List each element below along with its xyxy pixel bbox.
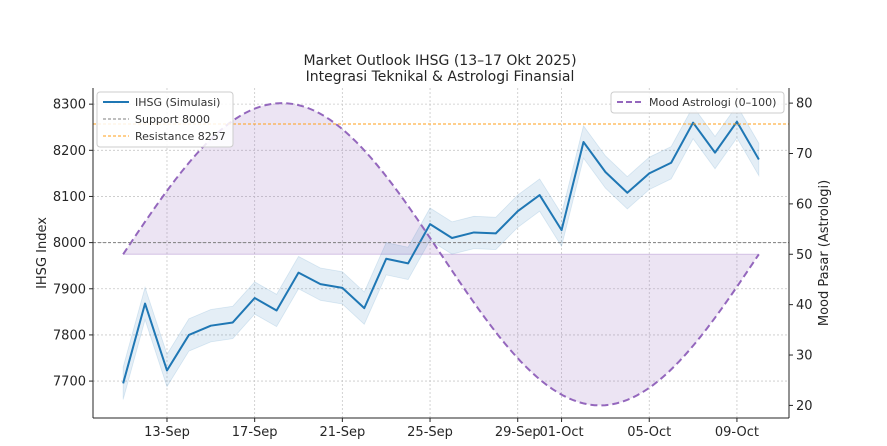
y-left-tick-label-5: 8200 [53, 144, 86, 159]
ihsg-point-16 [473, 232, 475, 234]
legend-ihsg-label: IHSG (Simulasi) [135, 96, 220, 109]
chart-title: Market Outlook IHSG (13–17 Okt 2025) [303, 53, 576, 69]
ihsg-point-21 [583, 141, 585, 143]
y-right-tick-label-6: 80 [796, 97, 813, 112]
legend-left-box [96, 91, 234, 148]
ihsg-point-4 [210, 325, 212, 327]
legend-mood-label: Mood Astrologi (0–100) [649, 96, 776, 109]
ihsg-confidence-band [122, 104, 760, 400]
ihsg-line [122, 120, 760, 384]
ihsg-point-6 [254, 297, 256, 299]
ihsg-point-29 [758, 159, 760, 161]
ihsg-point-22 [605, 171, 607, 173]
y-left-tick-label-2: 7900 [53, 282, 86, 297]
ihsg-point-13 [407, 263, 409, 265]
ihsg-point-7 [276, 310, 278, 312]
legend-resistance-label: Resistance 8257 [135, 130, 226, 143]
ihsg-point-15 [451, 237, 453, 239]
ihsg-point-23 [627, 192, 629, 194]
legend-right-box [610, 91, 785, 114]
ihsg-point-0 [122, 383, 124, 385]
y-right-tick-label-1: 30 [796, 349, 813, 364]
x-tick-label-1: 17-Sep [232, 425, 278, 440]
ihsg-point-20 [561, 229, 563, 231]
ihsg-point-14 [429, 223, 431, 225]
x-tick-label-5: 01-Oct [540, 425, 584, 440]
ihsg-point-2 [166, 370, 168, 372]
ihsg-point-12 [385, 258, 387, 260]
y-right-tick-label-0: 20 [796, 399, 813, 414]
y-right-tick-label-4: 60 [796, 197, 813, 212]
ihsg-point-3 [188, 334, 190, 336]
legend-right: Mood Astrologi (0–100) [610, 91, 785, 114]
ihsg-point-18 [517, 210, 519, 212]
ihsg-point-28 [736, 121, 738, 123]
ihsg-point-25 [670, 162, 672, 164]
legend-left: IHSG (Simulasi) Support 8000 Resistance … [96, 91, 234, 148]
chart-subtitle: Integrasi Teknikal & Astrologi Finansial [306, 69, 575, 85]
x-tick-label-6: 05-Oct [627, 425, 671, 440]
y-left-tick-label-3: 8000 [53, 236, 86, 251]
x-tick-label-0: 13-Sep [144, 425, 190, 440]
x-tick-label-4: 29-Sep [495, 425, 541, 440]
y-right-tick-label-2: 40 [796, 298, 813, 313]
ihsg-point-19 [539, 194, 541, 196]
y-right-tick-label-3: 50 [796, 248, 813, 263]
x-tick-label-2: 21-Sep [319, 425, 365, 440]
mood-fill-area [123, 103, 759, 406]
ihsg-point-8 [298, 272, 300, 274]
y-left-tick-label-0: 7700 [53, 375, 86, 390]
legend-support-label: Support 8000 [135, 113, 210, 126]
ihsg-point-24 [648, 173, 650, 175]
ihsg-point-11 [363, 307, 365, 309]
ihsg-point-26 [692, 122, 694, 124]
y-left-tick-label-1: 7800 [53, 328, 86, 343]
ihsg-point-1 [144, 303, 146, 305]
ihsg-point-9 [320, 283, 322, 285]
ihsg-point-17 [495, 233, 497, 235]
x-tick-label-3: 25-Sep [407, 425, 453, 440]
y-left-tick-label-6: 8300 [53, 98, 86, 113]
axes: 7700 7800 7900 8000 8100 8200 8300 20 30 40 50 60 70… [53, 88, 813, 440]
ihsg-point-5 [232, 322, 234, 324]
x-tick-label-7: 09-Oct [715, 425, 759, 440]
ihsg-point-10 [342, 287, 344, 289]
y-left-tick-label-4: 8100 [53, 190, 86, 205]
y-axis-right-label: Mood Pasar (Astrologi) [817, 180, 832, 326]
y-right-tick-label-5: 70 [796, 147, 813, 162]
y-axis-left-label: IHSG Index [35, 217, 50, 289]
ihsg-point-27 [714, 152, 716, 154]
